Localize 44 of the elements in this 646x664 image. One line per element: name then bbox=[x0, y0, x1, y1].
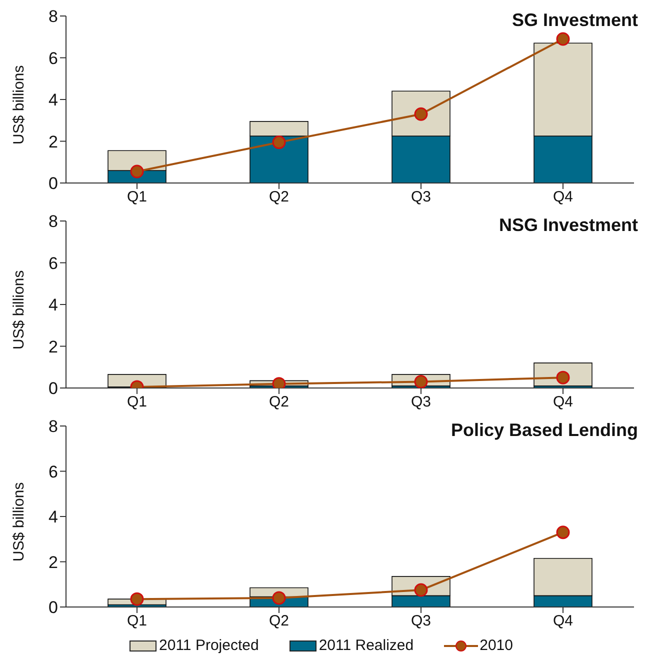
x-tick-label: Q4 bbox=[552, 188, 574, 206]
point bbox=[414, 107, 428, 121]
point bbox=[272, 591, 286, 605]
y-tick-label: 6 bbox=[48, 48, 58, 68]
point bbox=[130, 164, 144, 178]
y-tick-label: 4 bbox=[48, 296, 58, 315]
point bbox=[556, 32, 570, 46]
chart-title: SG Investment bbox=[512, 10, 638, 31]
chart-title: Policy Based Lending bbox=[450, 420, 638, 441]
x-tick-label: Q2 bbox=[268, 394, 290, 411]
legend-label: 2010 bbox=[480, 637, 513, 654]
y-tick-label: 8 bbox=[48, 7, 58, 26]
point bbox=[272, 136, 286, 150]
y-tick-label: 8 bbox=[48, 417, 58, 436]
y-tick-label: 4 bbox=[48, 508, 58, 527]
y-tick-label: 0 bbox=[48, 379, 58, 398]
x-tick-label: Q1 bbox=[126, 612, 148, 630]
x-tick-label: Q2 bbox=[268, 612, 290, 630]
x-tick-label: Q3 bbox=[410, 188, 432, 206]
x-tick-label: Q1 bbox=[126, 394, 148, 411]
y-axis-title: US$ billions bbox=[10, 482, 28, 562]
point bbox=[130, 592, 144, 606]
y-axis-title: US$ billions bbox=[10, 65, 28, 144]
x-tick-label: Q2 bbox=[268, 188, 290, 206]
point bbox=[414, 583, 428, 597]
y-tick-label: 2 bbox=[48, 337, 58, 356]
y-tick-label: 2 bbox=[48, 132, 58, 152]
point bbox=[556, 526, 570, 540]
y-tick-label: 2 bbox=[48, 552, 58, 572]
y-tick-label: 6 bbox=[48, 254, 58, 273]
y-tick-label: 0 bbox=[48, 174, 58, 194]
x-tick-label: Q3 bbox=[410, 612, 432, 630]
y-tick-label: 4 bbox=[48, 90, 58, 110]
x-tick-label: Q4 bbox=[552, 394, 574, 411]
y-axis-title: US$ billions bbox=[10, 270, 28, 350]
y-tick-label: 8 bbox=[48, 212, 58, 232]
legend-label: 2011 Realized bbox=[318, 637, 414, 654]
chart-title: NSG Investment bbox=[498, 215, 638, 236]
x-tick-label: Q3 bbox=[410, 394, 432, 411]
x-tick-label: Q1 bbox=[126, 188, 148, 206]
y-tick-label: 0 bbox=[48, 598, 58, 618]
y-tick-label: 6 bbox=[48, 462, 58, 482]
legend-label: 2011 Projected bbox=[159, 637, 259, 654]
x-tick-label: Q4 bbox=[552, 612, 574, 630]
